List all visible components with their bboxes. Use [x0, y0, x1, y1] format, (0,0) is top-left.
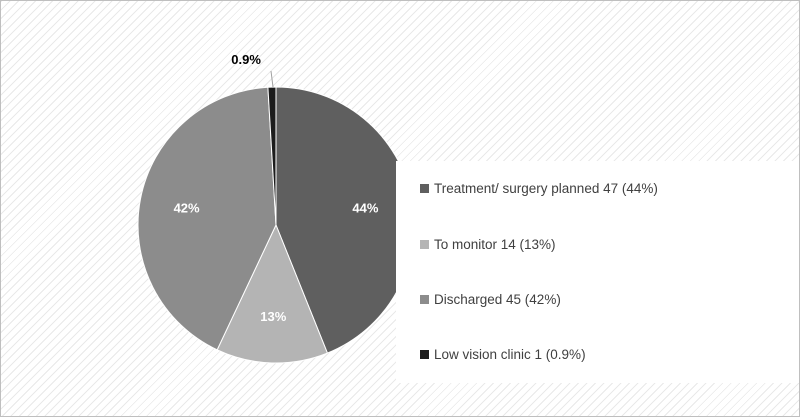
- legend-swatch-monitor: [420, 240, 429, 249]
- pie-slice-low-vision: [267, 86, 277, 226]
- legend-item-monitor: To monitor 14 (13%): [420, 237, 556, 252]
- legend-label-monitor: To monitor 14 (13%): [434, 237, 556, 252]
- legend: Treatment/ surgery planned 47 (44%) To m…: [396, 161, 799, 383]
- leader-line: [270, 70, 274, 88]
- legend-swatch-discharged: [420, 295, 429, 304]
- slice-label-monitor: 13%: [260, 309, 286, 324]
- slice-label-treatment: 44%: [352, 201, 378, 216]
- legend-swatch-treatment: [420, 184, 429, 193]
- pie-slices: [137, 86, 415, 364]
- legend-label-discharged: Discharged 45 (42%): [434, 292, 561, 307]
- legend-label-treatment: Treatment/ surgery planned 47 (44%): [434, 181, 658, 196]
- legend-swatch-low-vision: [420, 350, 429, 359]
- legend-label-low-vision: Low vision clinic 1 (0.9%): [434, 347, 586, 362]
- pie-slice-discharged: [137, 86, 277, 351]
- pie-labels: 44% 13% 42% 0.9%: [174, 52, 379, 324]
- slice-label-low-vision: 0.9%: [231, 52, 261, 67]
- legend-item-discharged: Discharged 45 (42%): [420, 292, 561, 307]
- legend-item-treatment: Treatment/ surgery planned 47 (44%): [420, 181, 658, 196]
- slice-label-discharged: 42%: [174, 201, 200, 216]
- legend-item-low-vision: Low vision clinic 1 (0.9%): [420, 347, 586, 362]
- pie-slice-monitor: [216, 223, 329, 364]
